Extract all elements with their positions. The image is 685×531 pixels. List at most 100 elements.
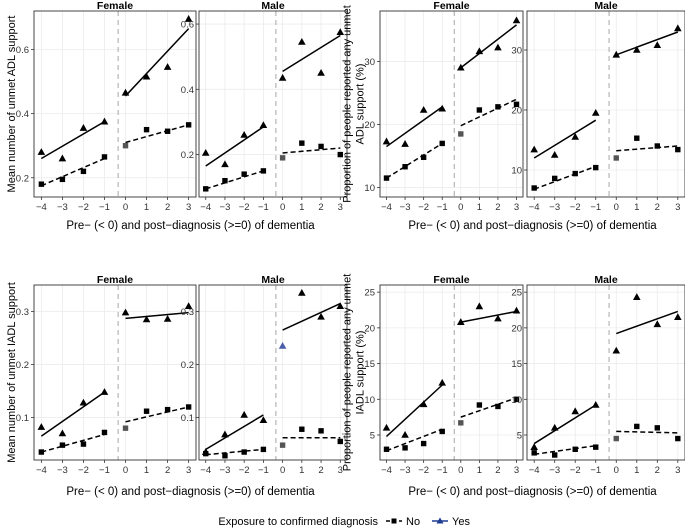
pre-diagnosis-fit-line: [40, 391, 105, 437]
y-tick-label: 30: [511, 46, 522, 57]
x-tick-label: 2: [165, 202, 170, 213]
triangle-point: [142, 72, 151, 80]
panel-border: [379, 10, 524, 198]
square-point: [476, 402, 483, 408]
x-tick-label: −2: [570, 202, 581, 213]
y-tick-label: 20: [364, 323, 375, 334]
x-tick-label: 2: [318, 465, 323, 476]
triangle-point: [571, 133, 580, 140]
facet-title: Female: [97, 274, 133, 286]
square-point: [402, 164, 408, 170]
triangle-point: [475, 47, 484, 55]
facet-title: Female: [433, 274, 469, 286]
square-point: [613, 155, 619, 161]
triangle-point: [100, 117, 109, 125]
pre-diagnosis-fit-line: [385, 384, 443, 437]
triangle-point: [438, 104, 447, 112]
square-point: [634, 423, 640, 430]
facet-title: Female: [433, 0, 469, 12]
square-point: [383, 175, 390, 181]
facet-female: Female 0.1 0.2 0.3 −4 −3 −2 −1 0 1 2 3: [16, 274, 197, 476]
post-diagnosis-fit-line: [125, 311, 189, 320]
legend: Exposure to confirmed diagnosis No Yes: [218, 516, 470, 528]
x-tick-label: 3: [514, 465, 519, 476]
series-no: [203, 140, 343, 192]
x-tick-label: 0: [614, 465, 619, 476]
square-point: [458, 131, 464, 137]
square-point: [439, 140, 445, 147]
x-tick-label: 2: [165, 465, 170, 476]
x-tick-label: −3: [549, 202, 560, 213]
x-tick-label: 3: [514, 202, 519, 213]
square-point: [260, 446, 267, 453]
pre-diagnosis-fit-line: [41, 157, 105, 187]
pre-diagnosis-fit-line: [534, 444, 596, 456]
square-point: [80, 441, 87, 447]
triangle-point: [674, 24, 682, 32]
triangle-point: [201, 148, 210, 156]
square-point: [101, 154, 108, 160]
y-tick-label: 0.4: [16, 109, 29, 120]
x-tick-label: 1: [144, 202, 149, 213]
x-tick-label: −1: [437, 465, 448, 476]
square-point: [513, 101, 520, 108]
square-point: [654, 143, 660, 149]
triangle-point: [121, 308, 130, 316]
triangle-point: [79, 124, 88, 131]
y-axis-label: Mean number of unmet IADL support: [6, 282, 18, 463]
x-tick-label: 1: [144, 465, 149, 476]
x-tick-label: −2: [239, 465, 250, 476]
post-diagnosis-fit-line: [616, 430, 678, 434]
triangle-point: [278, 73, 287, 81]
facet-male: Male 0.1 0.2 0.3 −4 −3 −2 −1 0 1 2 3: [181, 274, 348, 476]
square-point: [495, 403, 501, 410]
triangle-point: [163, 314, 172, 322]
square-point: [101, 429, 108, 436]
y-tick-label: 20: [364, 120, 375, 131]
series-no: [203, 426, 343, 459]
square-point: [654, 425, 660, 431]
x-tick-label: −1: [590, 202, 601, 213]
x-tick-label: −3: [400, 465, 411, 476]
y-tick-label: 0.1: [181, 413, 194, 424]
x-tick-label: −2: [570, 465, 581, 476]
legend-yes-triangle-icon: [436, 517, 444, 524]
post-diagnosis-fit-line: [125, 124, 189, 144]
triangle-point: [494, 43, 502, 51]
x-tick-label: −1: [258, 465, 269, 476]
pre-diagnosis-fit-line: [205, 170, 264, 190]
triangle-point: [632, 46, 641, 53]
square-point: [420, 154, 427, 160]
x-tick-label: −3: [220, 465, 231, 476]
x-tick-label: −3: [57, 202, 68, 213]
x-tick-label: 0: [614, 202, 619, 213]
triangle-point: [121, 88, 130, 96]
series-yes: [201, 28, 345, 168]
triangle-point: [184, 302, 193, 310]
post-diagnosis-fit-line: [460, 98, 517, 127]
square-point: [299, 140, 305, 146]
facet-title: Male: [261, 274, 285, 286]
square-point: [279, 155, 286, 161]
pre-diagnosis-fit-line: [533, 119, 597, 159]
square-point: [675, 146, 681, 153]
panel-border: [526, 10, 685, 198]
square-point: [593, 164, 599, 171]
triangle-point: [401, 431, 409, 438]
legend-title: Exposure to confirmed diagnosis: [218, 516, 378, 528]
pre-diagnosis-fit-line: [41, 433, 105, 453]
pre-diagnosis-fit-line: [386, 106, 443, 148]
post-diagnosis-fit-line: [616, 310, 679, 335]
pre-diagnosis-fit-line: [205, 448, 264, 456]
series-no: [38, 122, 192, 187]
pre-diagnosis-fit-line: [205, 126, 264, 167]
x-tick-label: 3: [186, 202, 191, 213]
y-axis-label: IADL support (%): [355, 331, 367, 415]
square-point: [476, 107, 483, 113]
x-tick-label: 2: [655, 202, 660, 213]
triangle-point: [259, 416, 268, 424]
square-point: [318, 428, 324, 434]
square-point: [185, 404, 192, 410]
triangle-point: [79, 398, 88, 406]
post-diagnosis-fit-line: [460, 310, 517, 323]
